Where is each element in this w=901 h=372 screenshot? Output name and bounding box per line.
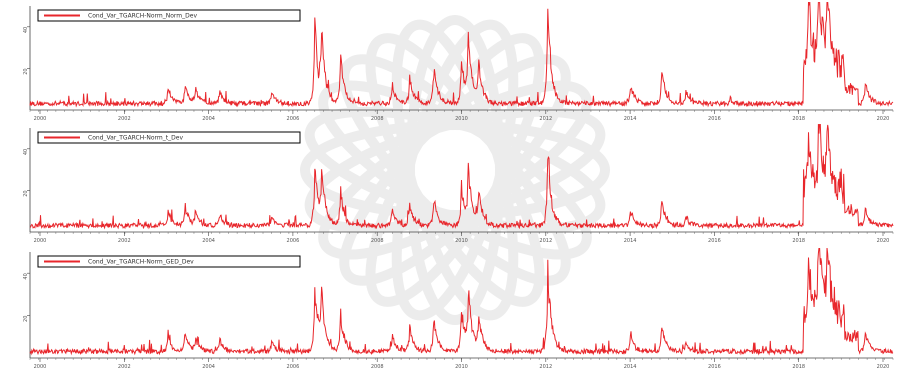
x-tick-label: 2010 bbox=[455, 238, 468, 244]
x-tick-label: 2016 bbox=[708, 238, 721, 244]
x-tick-label: 2020 bbox=[877, 238, 890, 244]
chart-panel-3: 40 20 2000 2002 2004 2006 2008 2010 2012 2014 2016… bbox=[0, 248, 901, 370]
x-tick-label: 2018 bbox=[792, 238, 805, 244]
x-tick-label: 2012 bbox=[539, 238, 552, 244]
series-line bbox=[29, 2, 894, 108]
x-tick-label: 2000 bbox=[34, 364, 47, 370]
legend: Cond_Var_TGARCH-Norm_t_Dev bbox=[37, 131, 301, 144]
legend-label: Cond_Var_TGARCH-Norm_GED_Dev bbox=[88, 259, 194, 266]
x-tick-label: 2018 bbox=[792, 364, 805, 370]
y-tick-label: 40 bbox=[23, 149, 29, 155]
chart-panel-2: 40 20 2000 2002 2004 2006 2008 2010 2012 2014 2016… bbox=[0, 124, 901, 244]
x-tick-label: 2006 bbox=[287, 116, 300, 122]
chart-2: 40 20 2000 2002 2004 2006 2008 2010 2012 2014 2016… bbox=[23, 124, 894, 244]
legend: Cond_Var_TGARCH-Norm_Norm_Dev bbox=[37, 9, 301, 22]
legend-label: Cond_Var_TGARCH-Norm_Norm_Dev bbox=[88, 13, 197, 20]
chart-3: 40 20 2000 2002 2004 2006 2008 2010 2012 2014 2016… bbox=[23, 248, 894, 370]
chart-1: 40 20 2000 2002 2004 2006 2008 2010 2012 2014 2016… bbox=[23, 2, 894, 122]
legend: Cond_Var_TGARCH-Norm_GED_Dev bbox=[37, 255, 301, 268]
x-tick-label: 2004 bbox=[202, 238, 215, 244]
x-tick-label: 2012 bbox=[539, 116, 552, 122]
legend-box bbox=[37, 9, 301, 22]
x-tick-label: 2012 bbox=[539, 364, 552, 370]
x-tick-label: 2010 bbox=[455, 116, 468, 122]
x-tick-label: 2008 bbox=[371, 238, 384, 244]
legend-label: Cond_Var_TGARCH-Norm_t_Dev bbox=[88, 135, 183, 142]
y-tick-label: 40 bbox=[23, 273, 29, 279]
x-tick-label: 2008 bbox=[371, 116, 384, 122]
x-tick-label: 2014 bbox=[624, 116, 637, 122]
x-tick-label: 2000 bbox=[34, 116, 47, 122]
x-tick-label: 2004 bbox=[202, 364, 215, 370]
x-tick-label: 2008 bbox=[371, 364, 384, 370]
chart-panel-1: 40 20 2000 2002 2004 2006 2008 2010 2012 2014 2016… bbox=[0, 2, 901, 122]
x-tick-label: 2016 bbox=[708, 364, 721, 370]
x-tick-label: 2010 bbox=[455, 364, 468, 370]
x-tick-label: 2006 bbox=[287, 238, 300, 244]
y-tick-label: 20 bbox=[23, 316, 29, 322]
x-tick-label: 2002 bbox=[118, 238, 131, 244]
x-tick-label: 2014 bbox=[624, 364, 637, 370]
x-tick-label: 2006 bbox=[287, 364, 300, 370]
x-tick-label: 2018 bbox=[792, 116, 805, 122]
x-tick-label: 2002 bbox=[118, 116, 131, 122]
y-tick-label: 20 bbox=[23, 190, 29, 196]
x-tick-label: 2014 bbox=[624, 238, 637, 244]
x-tick-label: 2016 bbox=[708, 116, 721, 122]
x-tick-label: 2020 bbox=[877, 364, 890, 370]
y-tick-label: 20 bbox=[23, 68, 29, 74]
series-line bbox=[29, 248, 894, 356]
x-tick-label: 2002 bbox=[118, 364, 131, 370]
x-tick-label: 2000 bbox=[34, 238, 47, 244]
series-line bbox=[29, 124, 894, 230]
x-tick-label: 2004 bbox=[202, 116, 215, 122]
legend-box bbox=[37, 255, 301, 268]
legend-box bbox=[37, 131, 301, 144]
x-tick-label: 2020 bbox=[877, 116, 890, 122]
y-tick-label: 40 bbox=[23, 27, 29, 33]
